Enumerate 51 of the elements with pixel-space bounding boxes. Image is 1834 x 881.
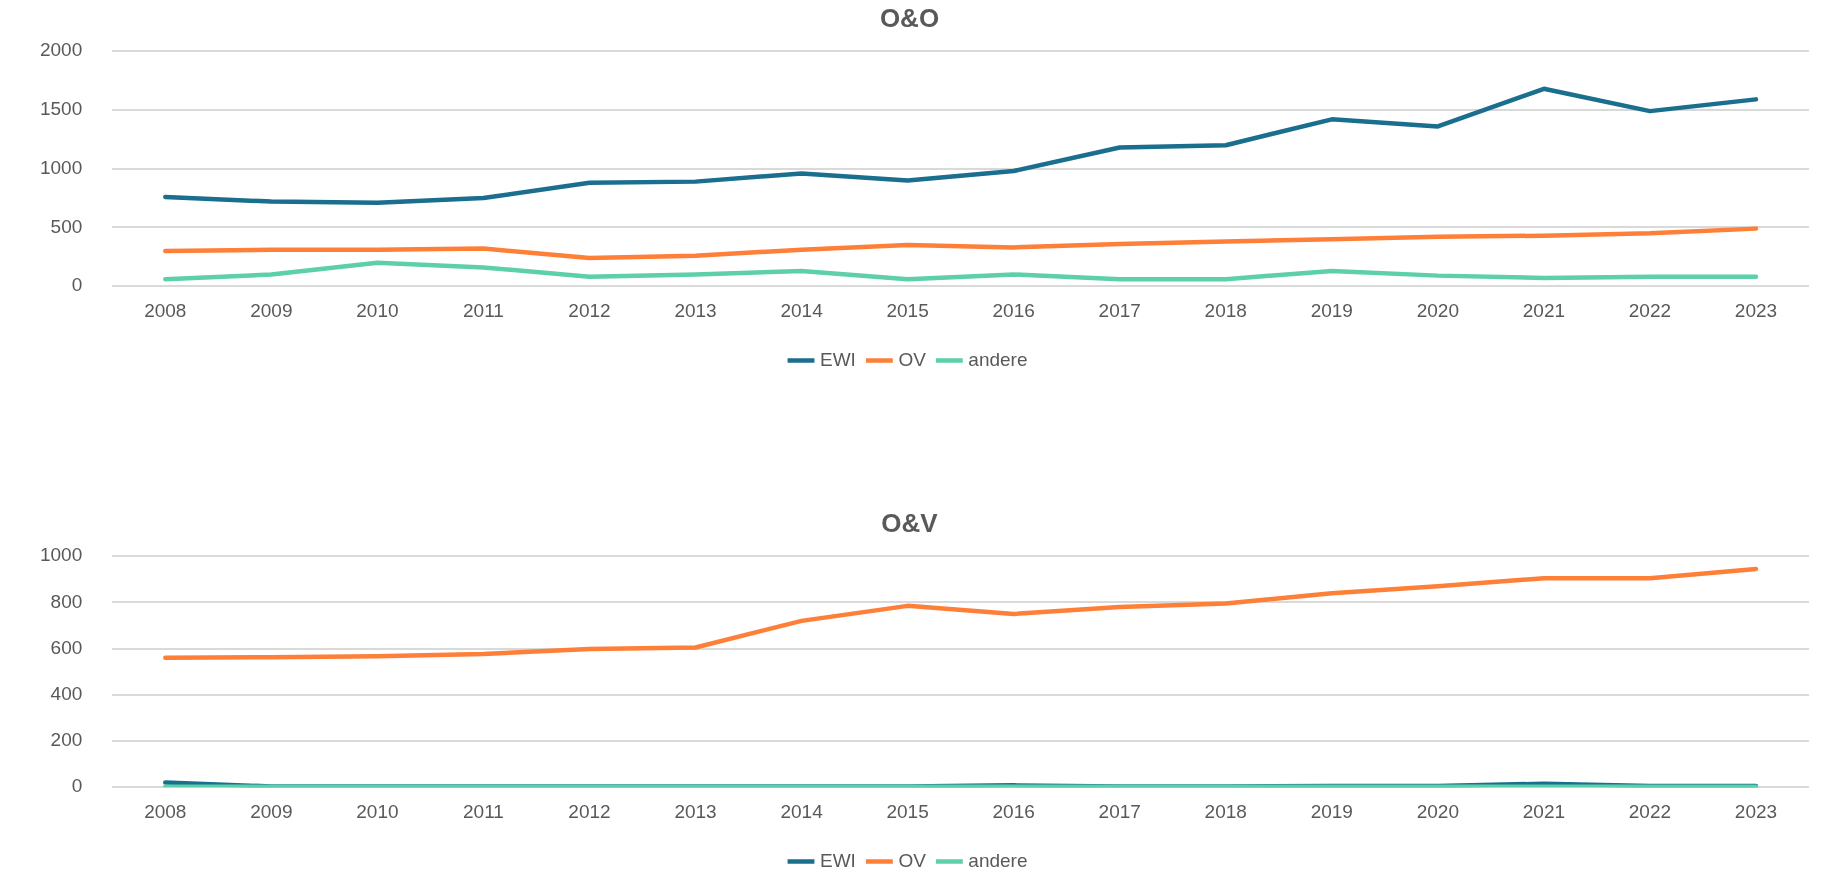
y-tick-label: 400 — [50, 683, 83, 705]
x-tick-label: 2023 — [1734, 299, 1778, 321]
x-tick-label: 2015 — [886, 800, 929, 822]
x-tick-label: 2017 — [1098, 299, 1141, 321]
x-tick-label: 2015 — [886, 299, 929, 321]
y-tick-label: 800 — [50, 590, 83, 612]
legend-label: andere — [968, 849, 1028, 871]
y-tick-label: 200 — [50, 729, 83, 751]
x-tick-label: 2008 — [144, 299, 187, 321]
x-tick-label: 2019 — [1310, 800, 1353, 822]
x-tick-label: 2010 — [356, 299, 399, 321]
x-tick-label: 2008 — [144, 800, 187, 822]
x-tick-label: 2013 — [674, 800, 717, 822]
y-tick-label: 0 — [71, 274, 83, 296]
x-tick-label: 2010 — [356, 800, 399, 822]
x-tick-label: 2016 — [992, 299, 1035, 321]
legend-label: OV — [898, 348, 927, 370]
x-tick-label: 2013 — [674, 299, 717, 321]
x-tick-label: 2022 — [1628, 800, 1672, 822]
legend-label: EWI — [820, 849, 856, 871]
y-tick-label: 1000 — [39, 544, 83, 566]
y-tick-label: 0 — [71, 775, 83, 797]
x-tick-label: 2014 — [780, 800, 824, 822]
x-tick-label: 2011 — [463, 800, 504, 822]
x-tick-label: 2023 — [1734, 800, 1778, 822]
legend-label: OV — [898, 849, 927, 871]
x-tick-label: 2009 — [250, 299, 293, 321]
x-tick-label: 2014 — [780, 299, 824, 321]
x-tick-label: 2009 — [250, 800, 293, 822]
y-tick-label: 2000 — [39, 39, 83, 61]
x-tick-label: 2022 — [1628, 299, 1672, 321]
x-tick-label: 2019 — [1310, 299, 1353, 321]
x-tick-label: 2017 — [1098, 800, 1141, 822]
legend-label: andere — [968, 348, 1028, 370]
x-tick-label: 2012 — [568, 800, 611, 822]
x-tick-label: 2020 — [1416, 800, 1459, 822]
legend-label: EWI — [820, 348, 856, 370]
y-tick-label: 1000 — [39, 156, 83, 178]
y-tick-label: 1500 — [39, 98, 83, 120]
x-tick-label: 2021 — [1522, 800, 1566, 822]
y-tick-label: 600 — [50, 636, 83, 658]
x-tick-label: 2020 — [1416, 299, 1459, 321]
y-tick-label: 500 — [50, 215, 83, 237]
x-tick-label: 2018 — [1204, 299, 1247, 321]
x-tick-label: 2018 — [1204, 800, 1247, 822]
x-tick-label: 2021 — [1522, 299, 1566, 321]
chart-title: O&V — [881, 507, 939, 538]
chart-title: O&O — [879, 2, 940, 33]
x-tick-label: 2011 — [463, 299, 504, 321]
x-tick-label: 2016 — [992, 800, 1035, 822]
x-tick-label: 2012 — [568, 299, 611, 321]
